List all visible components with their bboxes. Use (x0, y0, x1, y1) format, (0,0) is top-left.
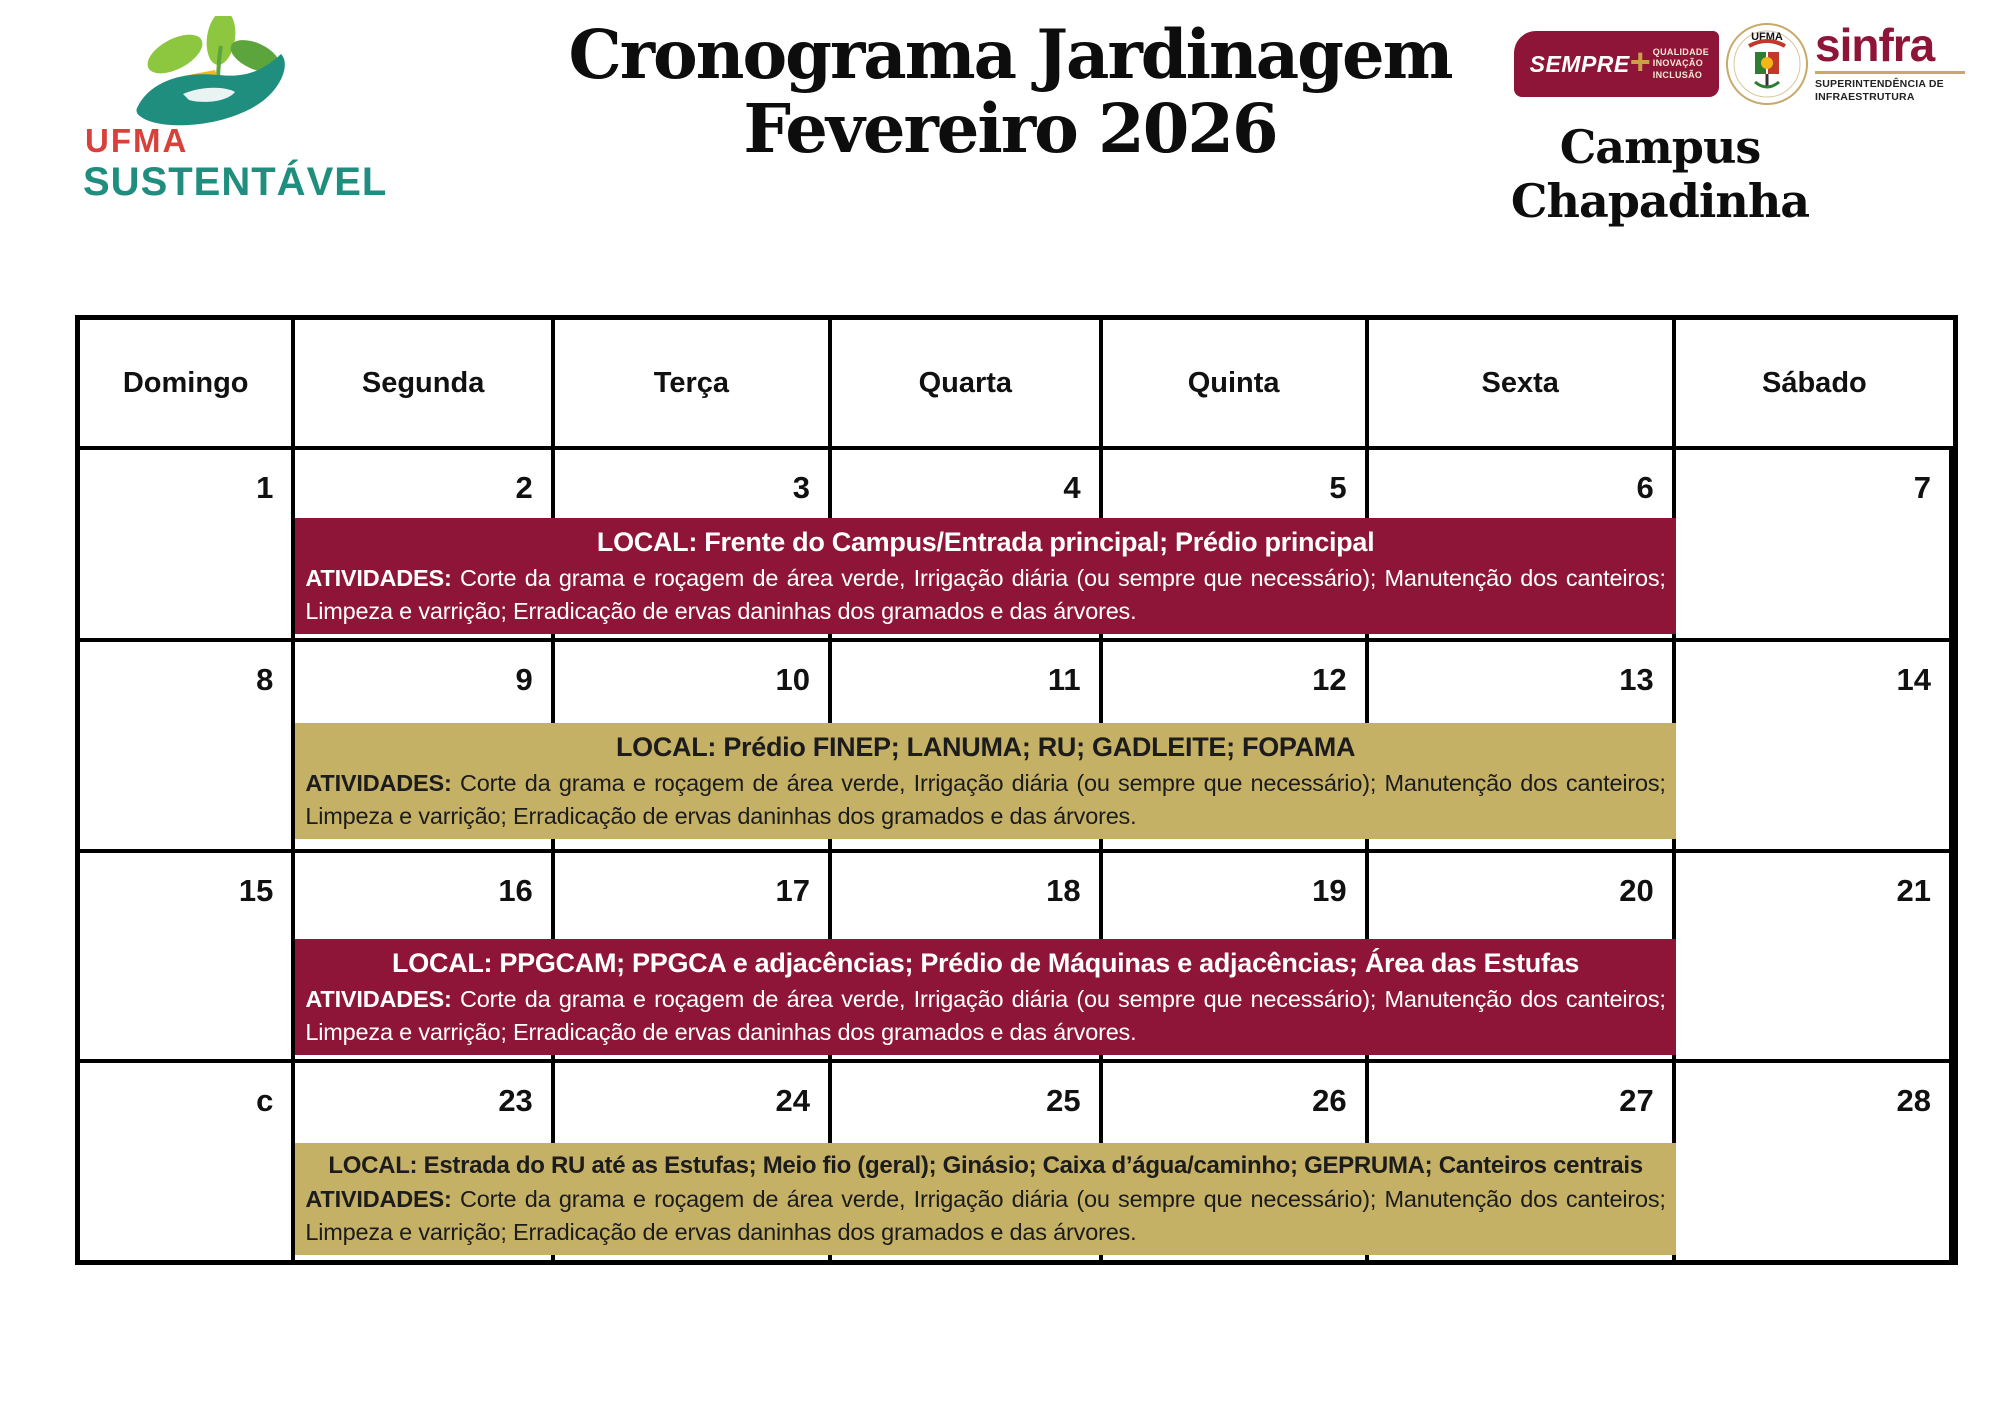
day-cell: 14 (1676, 642, 1953, 849)
week-row-3: 15 16 17 18 19 20 21 LOCAL: PPGCAM; PPGC… (80, 849, 1953, 1059)
atividades-body: Corte da grama e roçagem de área verde, … (305, 986, 1666, 1045)
banner-atividades-text: ATIVIDADES: Corte da grama e roçagem de … (295, 1182, 1675, 1248)
atividades-label: ATIVIDADES: (305, 1186, 452, 1213)
day-cell: 1 (80, 450, 296, 638)
weekday-header-row: Domingo Segunda Terça Quarta Quinta Sext… (80, 320, 1953, 446)
title-line-2: Fevereiro 2026 (743, 88, 1278, 168)
banner-local-text: LOCAL: Frente do Campus/Entrada principa… (596, 527, 1375, 558)
week-row-4: c 23 24 25 26 27 28 LOCAL: Estrada do RU… (80, 1059, 1953, 1260)
sempre-mais-logo: SEMPRE + QUALIDADE INOVAÇÃO INCLUSÃO (1513, 31, 1719, 97)
banner-atividades-text: ATIVIDADES: Corte da grama e roçagem de … (295, 766, 1675, 832)
logo-text-sustentavel: SUSTENTÁVEL (83, 160, 388, 204)
calendar-table: Domingo Segunda Terça Quarta Quinta Sext… (75, 315, 1958, 1265)
atividades-body: Corte da grama e roçagem de área verde, … (305, 565, 1666, 624)
atividades-label: ATIVIDADES: (305, 986, 452, 1013)
banner-local-text: LOCAL: PPGCAM; PPGCA e adjacências; Préd… (392, 948, 1580, 979)
sinfra-subtitle-line: INFRAESTRUTURA (1815, 91, 1915, 104)
week-row-1: 1 2 3 4 5 6 7 LOCAL: Frente do Campus/En… (80, 446, 1953, 638)
banner-atividades-text: ATIVIDADES: Corte da grama e roçagem de … (295, 561, 1675, 627)
partner-logos: SEMPRE + QUALIDADE INOVAÇÃO INCLUSÃO UFM… (1513, 18, 1965, 106)
weekday-sabado: Sábado (1762, 366, 1867, 399)
sempre-tag: QUALIDADE (1652, 47, 1709, 58)
hand-plant-icon (136, 16, 285, 126)
atividades-label: ATIVIDADES: (305, 565, 452, 592)
weekday-quinta: Quinta (1103, 320, 1369, 446)
ufma-sustentavel-logo: UFMA SUSTENTÁVEL (45, 10, 386, 204)
sempre-tag: INCLUSÃO (1652, 69, 1703, 80)
day-cell: 15 (80, 853, 296, 1059)
week-banner: LOCAL: Prédio FINEP; LANUMA; RU; GADLEIT… (295, 723, 1676, 839)
sempre-tag: INOVAÇÃO (1652, 58, 1704, 69)
weekday-quarta: Quarta (832, 320, 1103, 446)
page-title: Cronograma Jardinagem Fevereiro 2026 (430, 18, 1590, 165)
sinfra-subtitle: SUPERINTENDÊNCIA DE INFRAESTRUTURA (1815, 78, 1944, 104)
weekday-sexta: Sexta (1369, 320, 1676, 446)
day-cell: c (80, 1063, 296, 1260)
day-cell: 28 (1676, 1063, 1953, 1260)
day-cell: 21 (1676, 853, 1953, 1059)
sinfra-subtitle-line: SUPERINTENDÊNCIA DE (1815, 78, 1944, 91)
week-banner: LOCAL: Estrada do RU até as Estufas; Mei… (295, 1142, 1676, 1255)
week-row-2: 8 9 10 11 12 13 14 LOCAL: Prédio FINEP; … (80, 638, 1953, 849)
sinfra-logo: sinfra SUPERINTENDÊNCIA DE INFRAESTRUTUR… (1815, 18, 1965, 105)
weekday-terca: Terça (555, 320, 832, 446)
ufma-seal-icon: UFMA (1726, 23, 1808, 105)
sinfra-divider (1815, 71, 1965, 75)
week-banner: LOCAL: Frente do Campus/Entrada principa… (295, 518, 1676, 634)
banner-atividades-text: ATIVIDADES: Corte da grama e roçagem de … (295, 982, 1675, 1048)
day-cell: 7 (1676, 450, 1953, 638)
weekday-domingo: Domingo (80, 320, 296, 446)
weekday-segunda: Segunda (295, 320, 555, 446)
day-cell: 8 (80, 642, 296, 849)
campus-title: Campus Chapadinha (1510, 120, 1810, 228)
title-line-1: Cronograma Jardinagem (568, 15, 1453, 94)
sinfra-wordmark: sinfra (1815, 18, 1935, 71)
atividades-label: ATIVIDADES: (305, 770, 452, 797)
logo-text-ufma: UFMA (85, 122, 189, 159)
banner-local-text: LOCAL: Estrada do RU até as Estufas; Mei… (328, 1151, 1643, 1179)
atividades-body: Corte da grama e roçagem de área verde, … (305, 770, 1666, 829)
sempre-word: SEMPRE (1529, 50, 1630, 77)
plus-icon: + (1629, 41, 1651, 82)
sempre-tags: QUALIDADE INOVAÇÃO INCLUSÃO (1653, 47, 1709, 81)
week-banner: LOCAL: PPGCAM; PPGCA e adjacências; Préd… (295, 939, 1676, 1055)
atividades-body: Corte da grama e roçagem de área verde, … (305, 1186, 1666, 1245)
banner-local-text: LOCAL: Prédio FINEP; LANUMA; RU; GADLEIT… (615, 732, 1356, 763)
